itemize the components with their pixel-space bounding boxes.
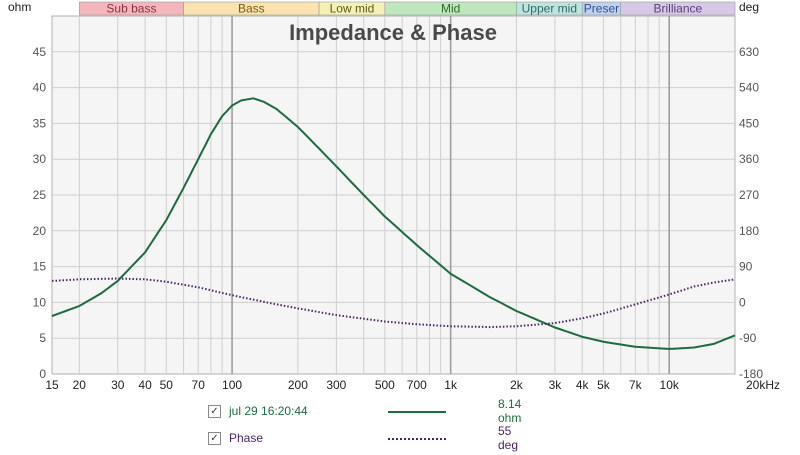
left-tick-0: 0: [39, 367, 46, 381]
right-tick-0: -180: [739, 367, 763, 381]
x-tick-5: 70: [192, 378, 206, 392]
legend-name-phase: Phase: [229, 431, 264, 445]
band-label-6: Brilliance: [654, 2, 703, 16]
legend-swatch-phase: [388, 438, 446, 440]
x-tick-7: 200: [288, 378, 308, 392]
x-axis-ticks: 15 20 30 40 50 70 100 200 300 500 700 1k 2k 3k 4k 5k 7k 1…: [45, 378, 780, 392]
x-tick-9: 500: [375, 378, 395, 392]
left-tick-9: 45: [33, 45, 47, 59]
left-tick-4: 20: [33, 224, 47, 238]
x-tick-8: 300: [326, 378, 346, 392]
band-label-4: Upper mid: [522, 2, 577, 16]
x-tick-14: 4k: [576, 378, 590, 392]
band-label-0: Sub bass: [106, 2, 156, 16]
left-tick-1: 5: [39, 331, 46, 345]
x-tick-13: 3k: [549, 378, 563, 392]
right-tick-5: 270: [739, 188, 759, 202]
left-axis-ticks: 0 5 10 15 20 25 30 35 40 45: [33, 45, 47, 381]
impedance-visibility-checkbox[interactable]: ✓: [208, 404, 221, 418]
legend-row-phase: ✓ Phase 55 deg: [208, 424, 518, 452]
legend-name-impedance: jul 29 16:20:44: [229, 404, 308, 418]
x-tick-16: 7k: [629, 378, 643, 392]
x-tick-10: 700: [407, 378, 427, 392]
legend-swatch-impedance: [388, 411, 446, 413]
chart-title: Impedance & Phase: [289, 20, 497, 45]
x-tick-2: 30: [111, 378, 125, 392]
left-tick-2: 10: [33, 295, 47, 309]
vertical-gridlines: [78, 16, 671, 374]
left-tick-7: 35: [33, 116, 47, 130]
x-tick-18: 20kHz: [746, 378, 780, 392]
band-label-5: Preser: [584, 2, 619, 16]
band-6: [620, 1, 736, 16]
x-tick-3: 40: [138, 378, 152, 392]
right-tick-6: 360: [739, 152, 759, 166]
band-label-1: Bass: [238, 2, 265, 16]
band-label-2: Low mid: [330, 2, 375, 16]
x-tick-4: 50: [160, 378, 174, 392]
left-tick-6: 30: [33, 152, 47, 166]
left-axis-unit: ohm: [8, 0, 31, 14]
right-tick-3: 90: [739, 260, 753, 274]
right-axis-ticks: -180 -90 0 90 180 270 360 450 540 630: [739, 45, 763, 381]
x-tick-15: 5k: [597, 378, 611, 392]
legend-value-impedance: 8.14 ohm: [498, 397, 522, 425]
legend-row-impedance: ✓ jul 29 16:20:44 8.14 ohm: [208, 397, 521, 425]
right-tick-7: 450: [739, 116, 759, 130]
left-tick-8: 40: [33, 81, 47, 95]
left-tick-5: 25: [33, 188, 47, 202]
right-tick-2: 0: [739, 295, 746, 309]
left-tick-3: 15: [33, 260, 47, 274]
right-tick-1: -90: [739, 331, 757, 345]
right-tick-9: 630: [739, 45, 759, 59]
series-line-1: [51, 277, 736, 329]
x-tick-1: 20: [73, 378, 87, 392]
right-axis-unit: deg: [739, 0, 759, 14]
right-tick-8: 540: [739, 81, 759, 95]
x-tick-0: 15: [45, 378, 59, 392]
phase-visibility-checkbox[interactable]: ✓: [208, 431, 221, 445]
frequency-bands: Sub bass Bass Low mid Mid Upper mid Preser Bri…: [79, 1, 736, 16]
legend-value-phase: 55 deg: [498, 424, 519, 452]
x-tick-17: 10k: [660, 378, 680, 392]
x-tick-6: 100: [222, 378, 242, 392]
right-tick-4: 180: [739, 224, 759, 238]
x-tick-12: 2k: [510, 378, 524, 392]
series-layer: [51, 97, 736, 350]
band-label-3: Mid: [441, 2, 460, 16]
series-line-0: [51, 97, 736, 350]
x-tick-11: 1k: [444, 378, 458, 392]
